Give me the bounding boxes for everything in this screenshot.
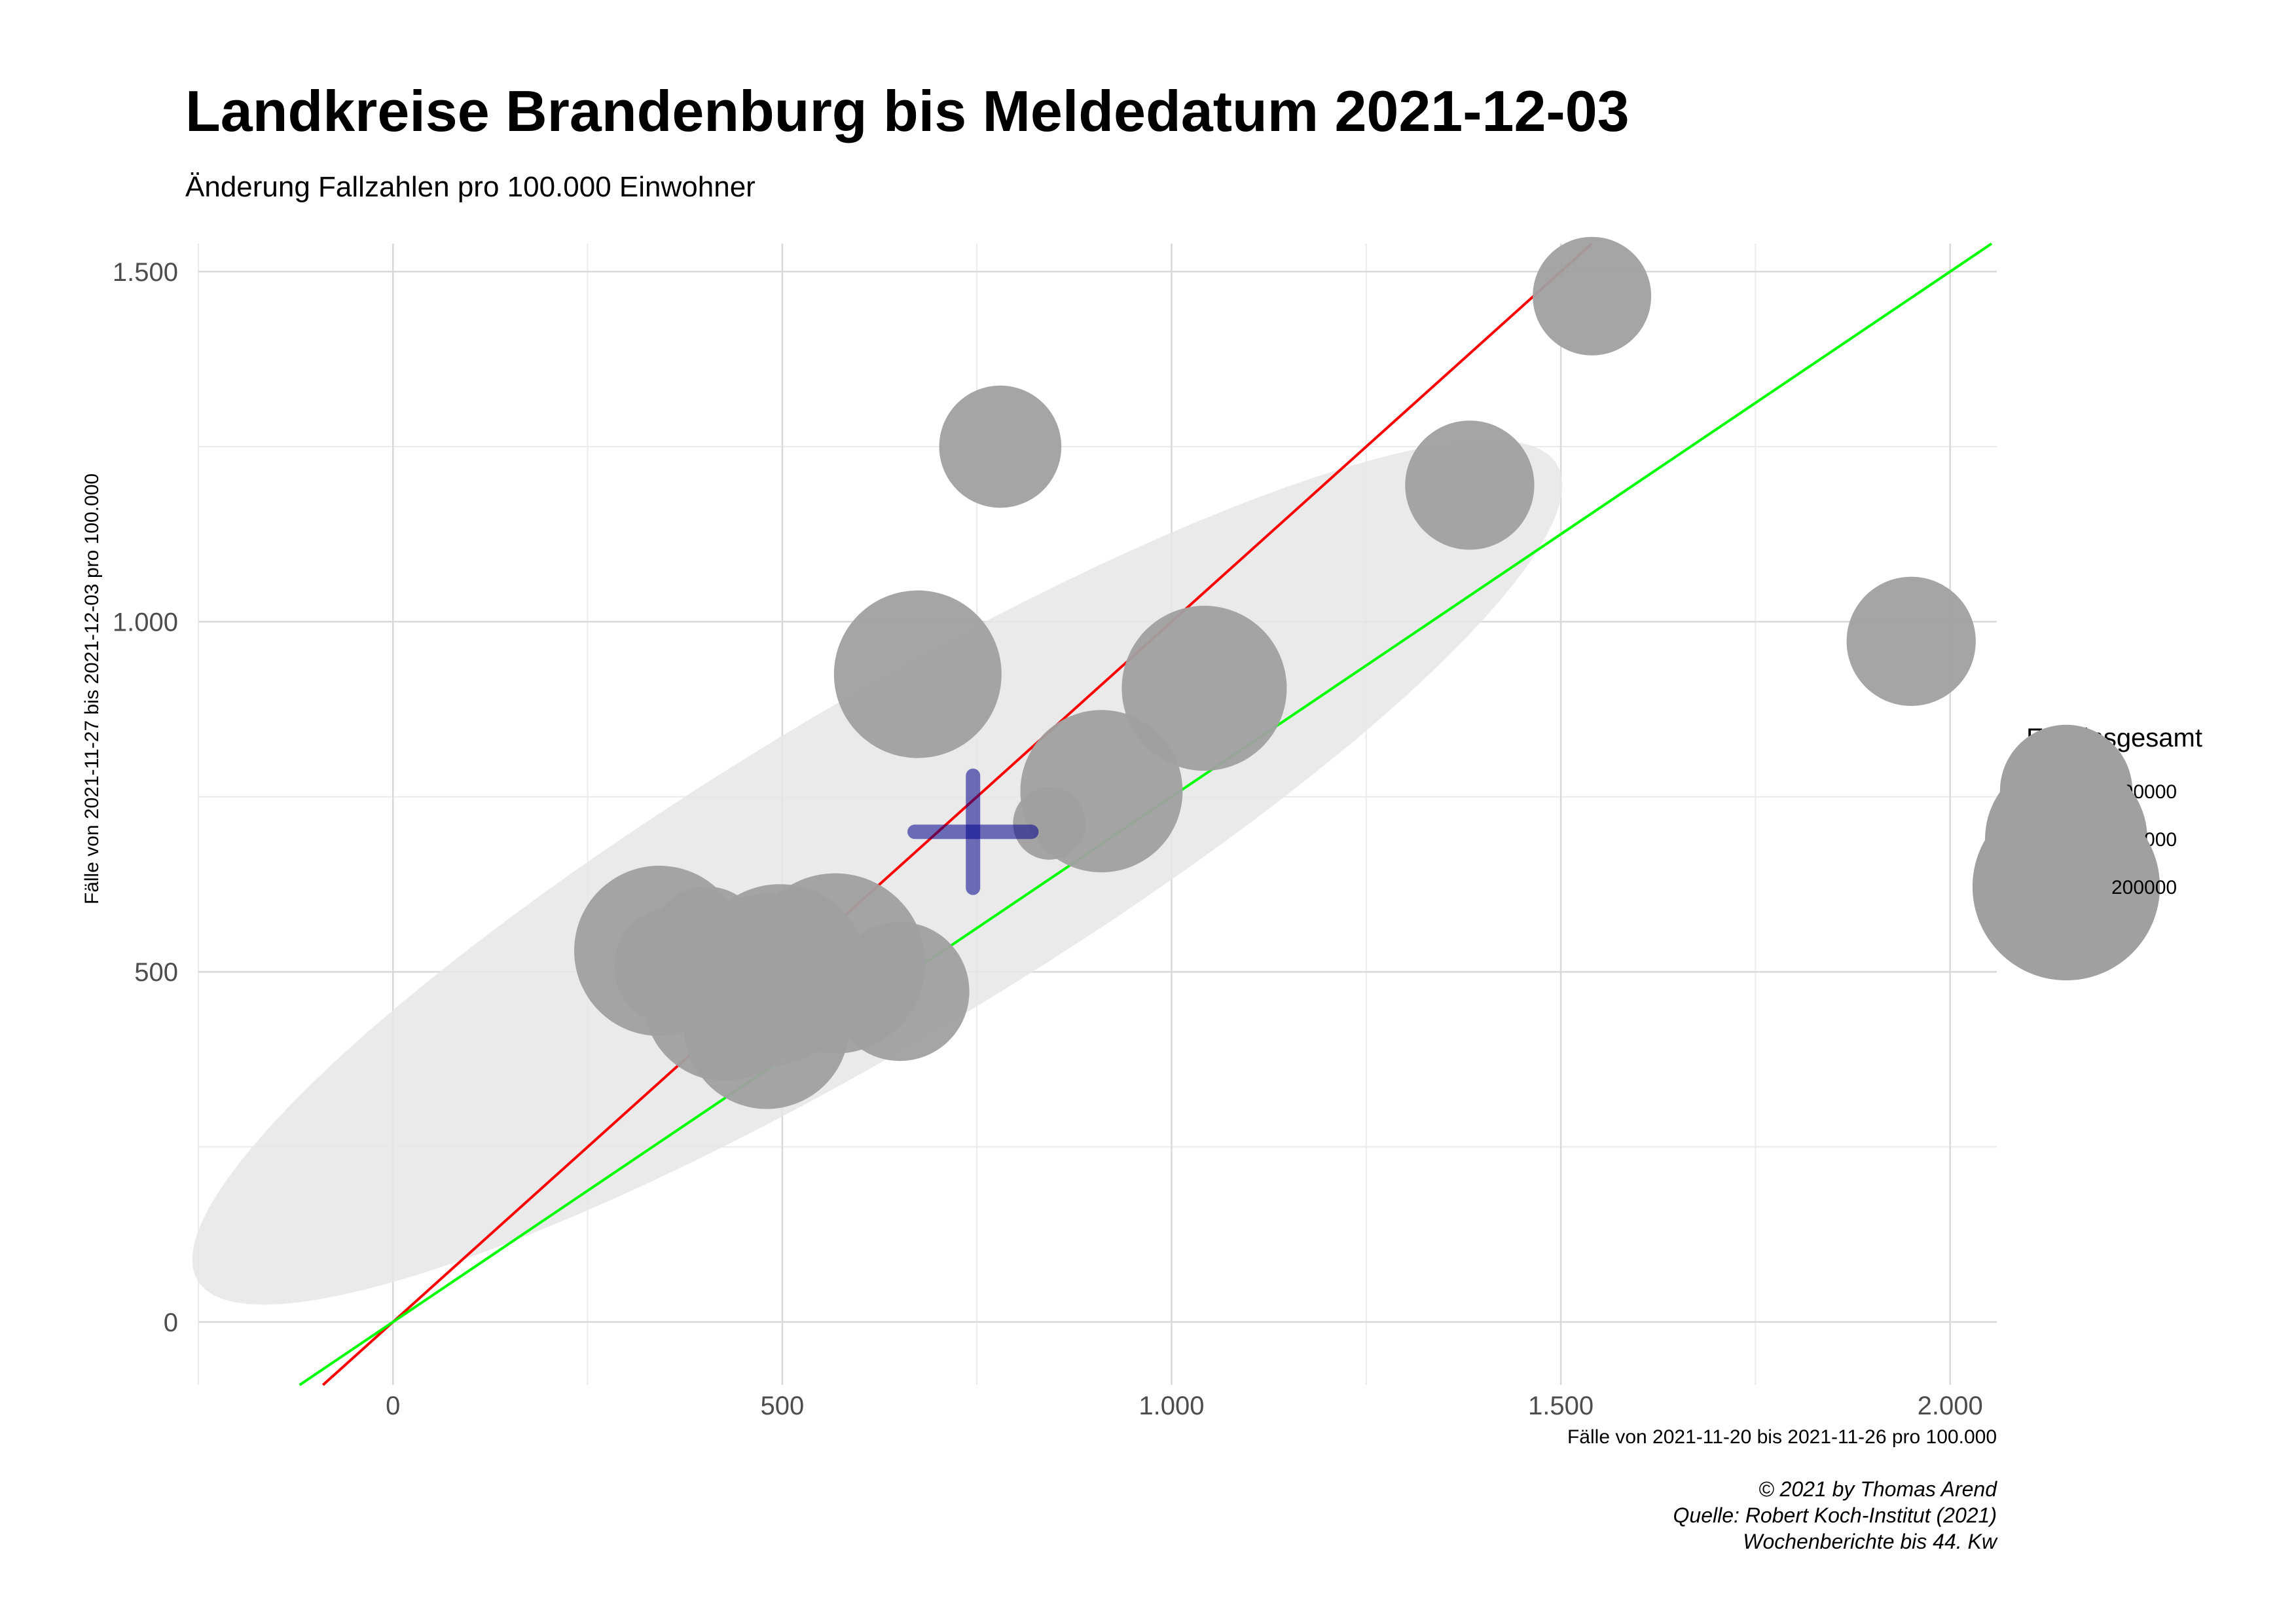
x-tick-label: 0: [386, 1392, 400, 1420]
y-tick-label: 1.000: [113, 608, 178, 637]
data-point: [684, 944, 850, 1109]
legend: 100000150000200000: [1972, 724, 2177, 981]
x-tick-label: 1.500: [1528, 1392, 1594, 1420]
data-point: [939, 385, 1062, 508]
x-axis-label: Fälle von 2021-11-20 bis 2021-11-26 pro …: [1567, 1426, 1997, 1448]
y-tick-label: 1.500: [113, 258, 178, 287]
caption-copyright: © 2021 by Thomas Arend: [1758, 1477, 1997, 1501]
caption-reports: Wochenberichte bis 44. Kw: [1743, 1530, 1998, 1553]
chart-title: Landkreise Brandenburg bis Meldedatum 20…: [185, 79, 1630, 143]
data-point: [833, 590, 1002, 758]
legend-key: [1972, 792, 2160, 981]
data-point: [1405, 420, 1535, 550]
data-point: [1013, 786, 1086, 860]
data-point: [1121, 606, 1287, 771]
y-tick-label: 0: [164, 1308, 178, 1337]
x-tick-label: 2.000: [1918, 1392, 1983, 1420]
caption-source: Quelle: Robert Koch-Institut (2021): [1673, 1504, 1997, 1527]
legend-label: 200000: [2111, 877, 2177, 898]
y-tick-labels: 0 500 1.000 1.500: [113, 258, 178, 1337]
y-axis-label: Fälle von 2021-11-27 bis 2021-12-03 pro …: [81, 473, 103, 904]
chart-subtitle: Änderung Fallzahlen pro 100.000 Einwohne…: [185, 171, 756, 203]
points-layer: [574, 236, 1976, 1109]
data-point: [1533, 236, 1652, 356]
reference-line-1: [321, 242, 1593, 1386]
data-point: [830, 921, 970, 1061]
x-tick-label: 1.000: [1139, 1392, 1204, 1420]
x-tick-labels: 0 500 1.000 1.500 2.000: [386, 1392, 1983, 1420]
y-tick-label: 500: [134, 958, 178, 987]
data-point: [1846, 576, 1976, 707]
mean-marker-layer: [907, 768, 1039, 895]
x-tick-label: 500: [761, 1392, 805, 1420]
